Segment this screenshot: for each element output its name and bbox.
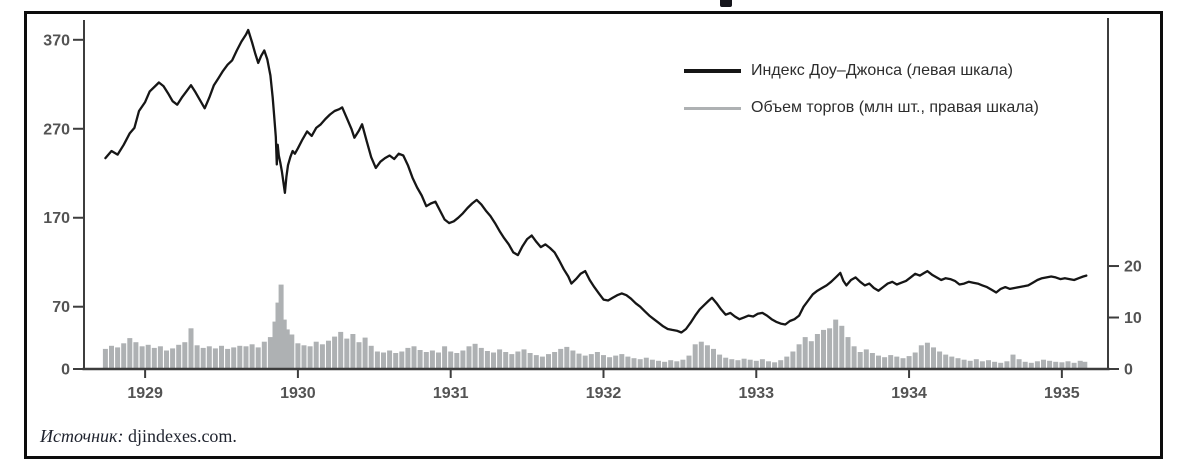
cropped-title-text-fragment [720,0,732,7]
chart-legend: Индекс Доу–Джонса (левая шкала) Объем то… [684,61,1039,135]
legend-item-dow-index: Индекс Доу–Джонса (левая шкала) [684,61,1039,81]
dow-legend-label: Индекс Доу–Джонса (левая шкала) [751,62,1013,79]
legend-item-volume: Объем торгов (млн шт., правая шкала) [684,98,1039,118]
source-note: Источник: djindexes.com. [40,426,237,447]
volume-line-swatch [684,106,741,110]
volume-legend-label: Объем торгов (млн шт., правая шкала) [751,99,1039,116]
dow-line-swatch [684,69,741,73]
source-label: Источник: [40,426,124,446]
source-value: djindexes.com. [127,426,237,446]
